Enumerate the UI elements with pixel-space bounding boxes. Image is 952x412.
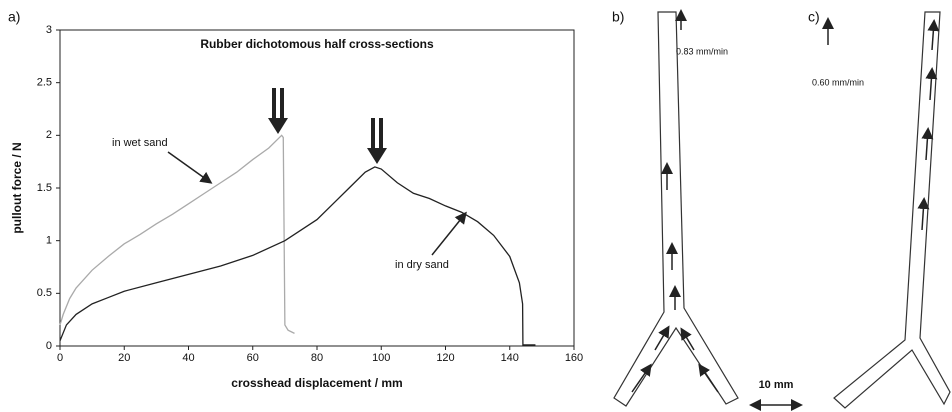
y-tick-label: 0.5 [37,287,52,299]
panel-label: b) [612,9,624,25]
x-tick-label: 140 [501,352,519,364]
x-tick-label: 120 [436,352,454,364]
root-tube [833,11,951,409]
chart-title: Rubber dichotomous half cross-sections [200,37,434,51]
y-tick-label: 3 [46,24,52,36]
scale-label: 10 mm [759,379,794,391]
x-tick-label: 0 [57,352,63,364]
flow-arrows [917,19,940,231]
annotation-arrow [167,151,213,184]
plot-frame [59,29,575,347]
x-tick-label: 160 [565,352,583,364]
data-line [59,134,295,334]
x-tick-label: 60 [247,352,259,364]
annotation-arrow [431,211,467,256]
root-tube [613,11,739,407]
y-tick-label: 1 [46,235,52,247]
y-tick-label: 1.5 [37,182,52,194]
x-tick-label: 100 [372,352,390,364]
panel-label: c) [808,9,820,25]
x-tick-label: 40 [182,352,194,364]
annotation: in wet sand [112,137,168,149]
x-tick-label: 80 [311,352,323,364]
annotation: in dry sand [395,259,449,271]
x-tick-label: 20 [118,352,130,364]
y-tick-label: 2.5 [37,77,52,89]
panel-label: a) [8,9,20,25]
speed-label: 0.83 mm/min [676,46,728,56]
flow-arrows [631,162,719,393]
peak-arrow [268,88,387,164]
speed-label: 0.60 mm/min [812,77,864,87]
y-tick-label: 0 [46,340,52,352]
y-tick-label: 2 [46,129,52,141]
data-line [59,166,536,346]
y-axis-label: pullout force / N [10,142,24,233]
x-axis-label: crosshead displacement / mm [231,376,402,390]
